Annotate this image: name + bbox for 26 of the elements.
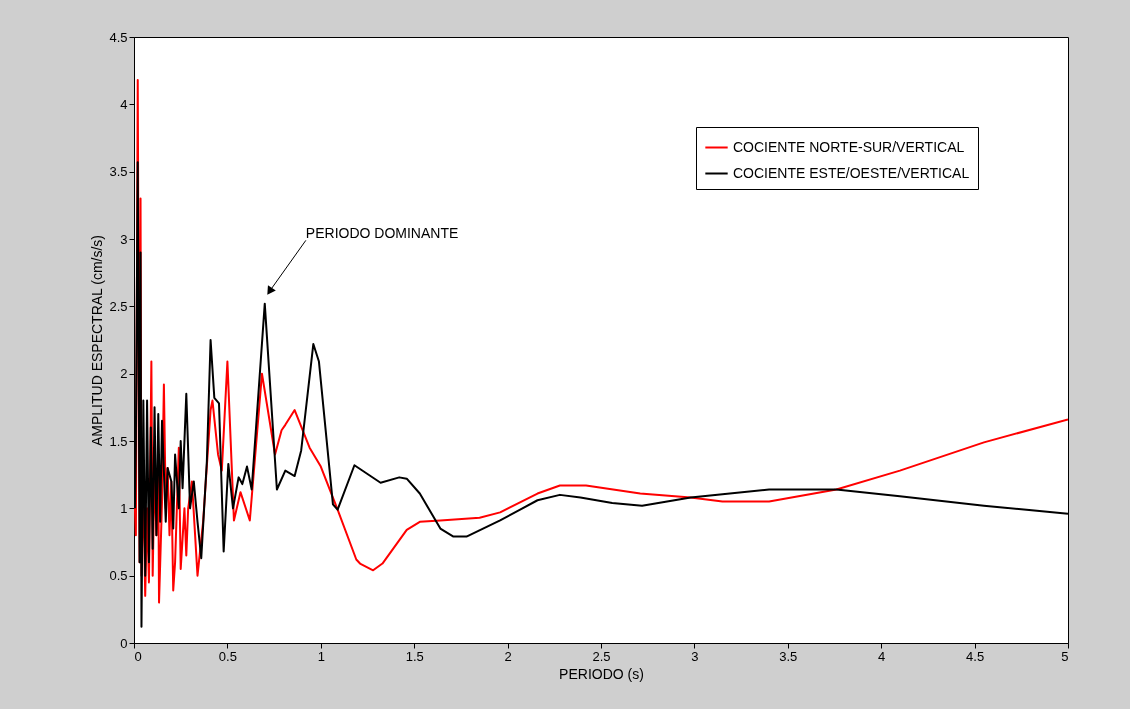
y-tick-label: 2.5 [109,298,128,314]
x-tick-label: 0.5 [218,648,237,664]
y-tick-label: 1.5 [109,433,128,449]
annotation: PERIODO DOMINANTE [305,224,459,241]
legend-label: COCIENTE NORTE-SUR/VERTICAL [733,138,965,155]
x-tick-label: 3.5 [779,648,798,664]
x-tick-label: 1.5 [405,648,424,664]
y-axis-title: AMPLITUD ESPECTRAL (cm/s/s) [89,234,106,447]
y-tick-label: 4.5 [109,29,128,45]
y-tick-label: 0.5 [109,568,128,584]
x-tick-label: 4 [878,648,886,664]
y-tick-label: 3.5 [109,164,128,180]
y-tick-label: 3 [120,231,128,247]
y-tick-label: 0 [120,635,128,651]
x-tick-label: 1 [317,648,325,664]
x-tick-label: 5 [1061,648,1069,664]
y-tick-label: 2 [120,366,128,382]
y-tick-label: 4 [120,96,128,112]
x-tick-label: 2.5 [592,648,611,664]
y-tick-label: 1 [120,500,128,516]
x-axis-title: PERIODO (s) [559,665,644,682]
x-tick-label: 0 [134,648,142,664]
x-tick-label: 2 [504,648,512,664]
x-tick-label: 4.5 [966,648,985,664]
x-tick-label: 3 [691,648,699,664]
legend-label: COCIENTE ESTE/OESTE/VERTICAL [733,164,970,181]
